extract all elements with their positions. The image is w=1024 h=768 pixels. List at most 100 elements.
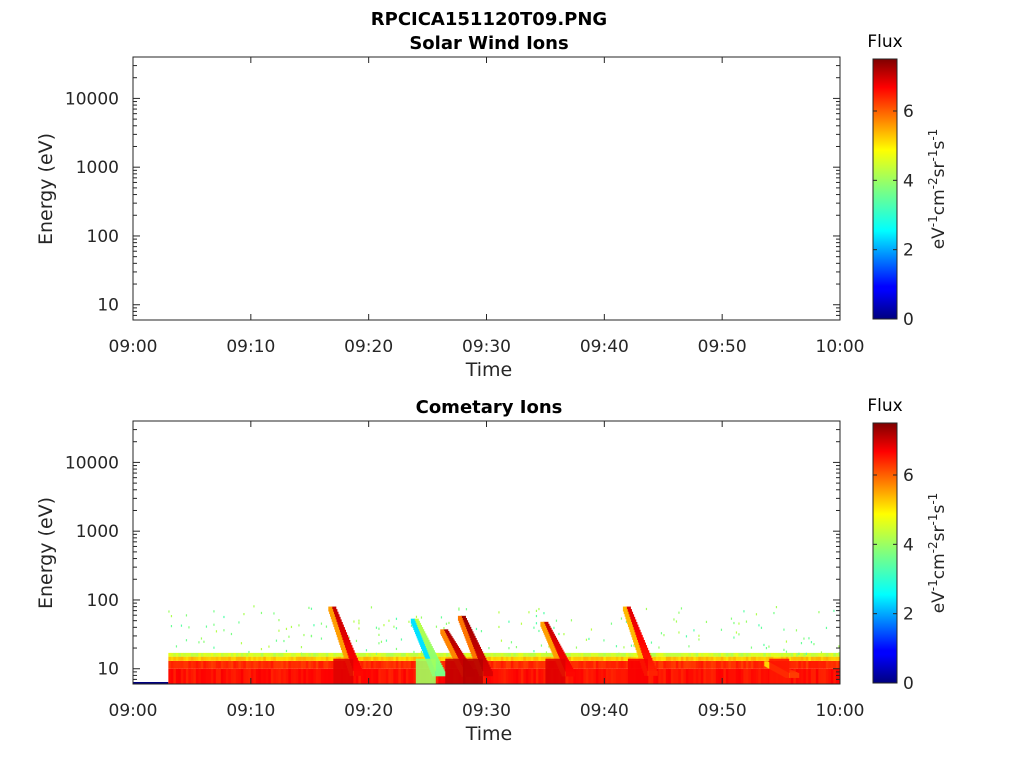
spectrogram-cell [603, 660, 607, 669]
spectrogram-cell [520, 652, 524, 657]
burst-edge [330, 611, 335, 617]
spectrogram-cell [728, 668, 732, 684]
spectrogram-cell [740, 668, 744, 684]
spectrogram-cell [363, 656, 367, 661]
burst-edge [626, 616, 631, 622]
spectrogram-cell [260, 660, 264, 669]
spectrogram-speck [448, 621, 450, 625]
y-axis-label-solar-wind: Energy (eV) [35, 133, 57, 245]
spectrogram-cell [830, 652, 834, 657]
spectrogram-cell [743, 656, 747, 661]
spectrogram-cell [393, 660, 397, 669]
spectrogram-speck [508, 620, 510, 623]
spectrogram-cell [708, 660, 712, 669]
spectrogram-cell [583, 656, 587, 661]
spectrogram-cell [660, 656, 664, 661]
spectrogram-cell [533, 668, 537, 684]
spectrogram-cell [695, 652, 699, 657]
spectrogram-cell [440, 660, 444, 669]
panel-title-solar-wind: Solar Wind Ions [409, 33, 568, 54]
spectrogram-speck [810, 641, 813, 644]
spectrogram-cell [368, 652, 372, 657]
burst-edge [341, 647, 346, 653]
y-tick-label: 10 [97, 296, 119, 316]
spectrogram-cell [288, 652, 292, 657]
spectrogram-cell [590, 652, 594, 657]
spectrogram-cell [275, 668, 279, 684]
spectrogram-cell [403, 652, 407, 657]
spectrogram-cell [393, 656, 397, 661]
spectrogram-speck [480, 630, 483, 633]
spectrogram-cell [718, 660, 722, 669]
spectrogram-cell [600, 652, 604, 657]
spectrogram-cell [293, 652, 297, 657]
spectrogram-speck [380, 640, 383, 643]
x-tick-label: 10:00 [816, 701, 865, 721]
spectrogram-cell [223, 660, 227, 669]
spectrogram-speck [570, 619, 573, 622]
spectrogram-cell [530, 652, 534, 657]
spectrogram-cell [260, 656, 264, 661]
spectrogram-cell [655, 652, 659, 657]
spectrogram-cell [703, 656, 707, 661]
spectrogram-cell [493, 652, 497, 657]
spectrogram-speck [383, 624, 385, 627]
spectrogram-speck [238, 621, 240, 624]
spectrogram-cell [588, 668, 592, 684]
spectrogram-speck [688, 645, 690, 648]
spectrogram-cell [413, 652, 417, 657]
spectrogram-cell [190, 660, 194, 669]
spectrogram-cell [365, 660, 369, 669]
spectrogram-cell [715, 656, 719, 661]
spectrogram-cell [230, 668, 234, 684]
spectrogram-cell [205, 656, 209, 661]
spectrogram-cell [328, 652, 332, 657]
spectrogram-cell [390, 652, 394, 657]
spectrogram-cell [713, 652, 717, 657]
spectrogram-cell [780, 652, 784, 657]
spectrogram-cell [238, 652, 242, 657]
spectrogram-cell [250, 660, 254, 669]
spectrogram-cell [205, 652, 209, 657]
spectrogram-cell [583, 668, 587, 684]
spectrogram-cell [513, 656, 517, 661]
burst-cell [643, 660, 654, 666]
spectrogram-speck [285, 649, 288, 653]
spectrogram-cell [313, 656, 317, 661]
spectrogram-cell [168, 656, 172, 661]
spectrogram-cell [493, 656, 497, 661]
spectrogram-cell [528, 656, 532, 661]
spectrogram-speck [260, 647, 263, 651]
spectrogram-cell [805, 660, 809, 669]
spectrogram-speck [645, 607, 648, 611]
spectrogram-speck [500, 639, 503, 642]
burst-cell [639, 647, 649, 653]
spectrogram-speck [738, 633, 740, 636]
spectrogram-cell [503, 652, 507, 657]
spectrogram-cell [725, 652, 729, 657]
burst-cell [343, 642, 352, 648]
spectrogram-cell [213, 656, 217, 661]
spectrogram-cell [615, 668, 619, 684]
spectrogram-cell [353, 668, 357, 684]
spectrogram-cell [790, 656, 794, 661]
spectrogram-speck [763, 643, 765, 647]
spectrogram-cell [698, 668, 702, 684]
spectrogram-cell [835, 652, 839, 657]
burst-cell [349, 663, 361, 669]
spectrogram-cell [238, 660, 242, 669]
spectrogram-cell [233, 668, 237, 684]
spectrogram-speck [563, 633, 565, 636]
spectrogram-cell [618, 652, 622, 657]
spectrogram-cell [723, 660, 727, 669]
spectrogram-cell [263, 668, 267, 684]
spectrogram-speck [508, 647, 510, 650]
spectrogram-speck [663, 634, 665, 637]
spectrogram-cell [383, 652, 387, 657]
spectrogram-cell [680, 668, 684, 684]
burst-edge [631, 632, 636, 638]
spectrogram-cell [788, 652, 792, 657]
spectrogram-speck [185, 614, 188, 617]
spectrogram-cell [830, 656, 834, 661]
spectrogram-cell [268, 660, 272, 669]
